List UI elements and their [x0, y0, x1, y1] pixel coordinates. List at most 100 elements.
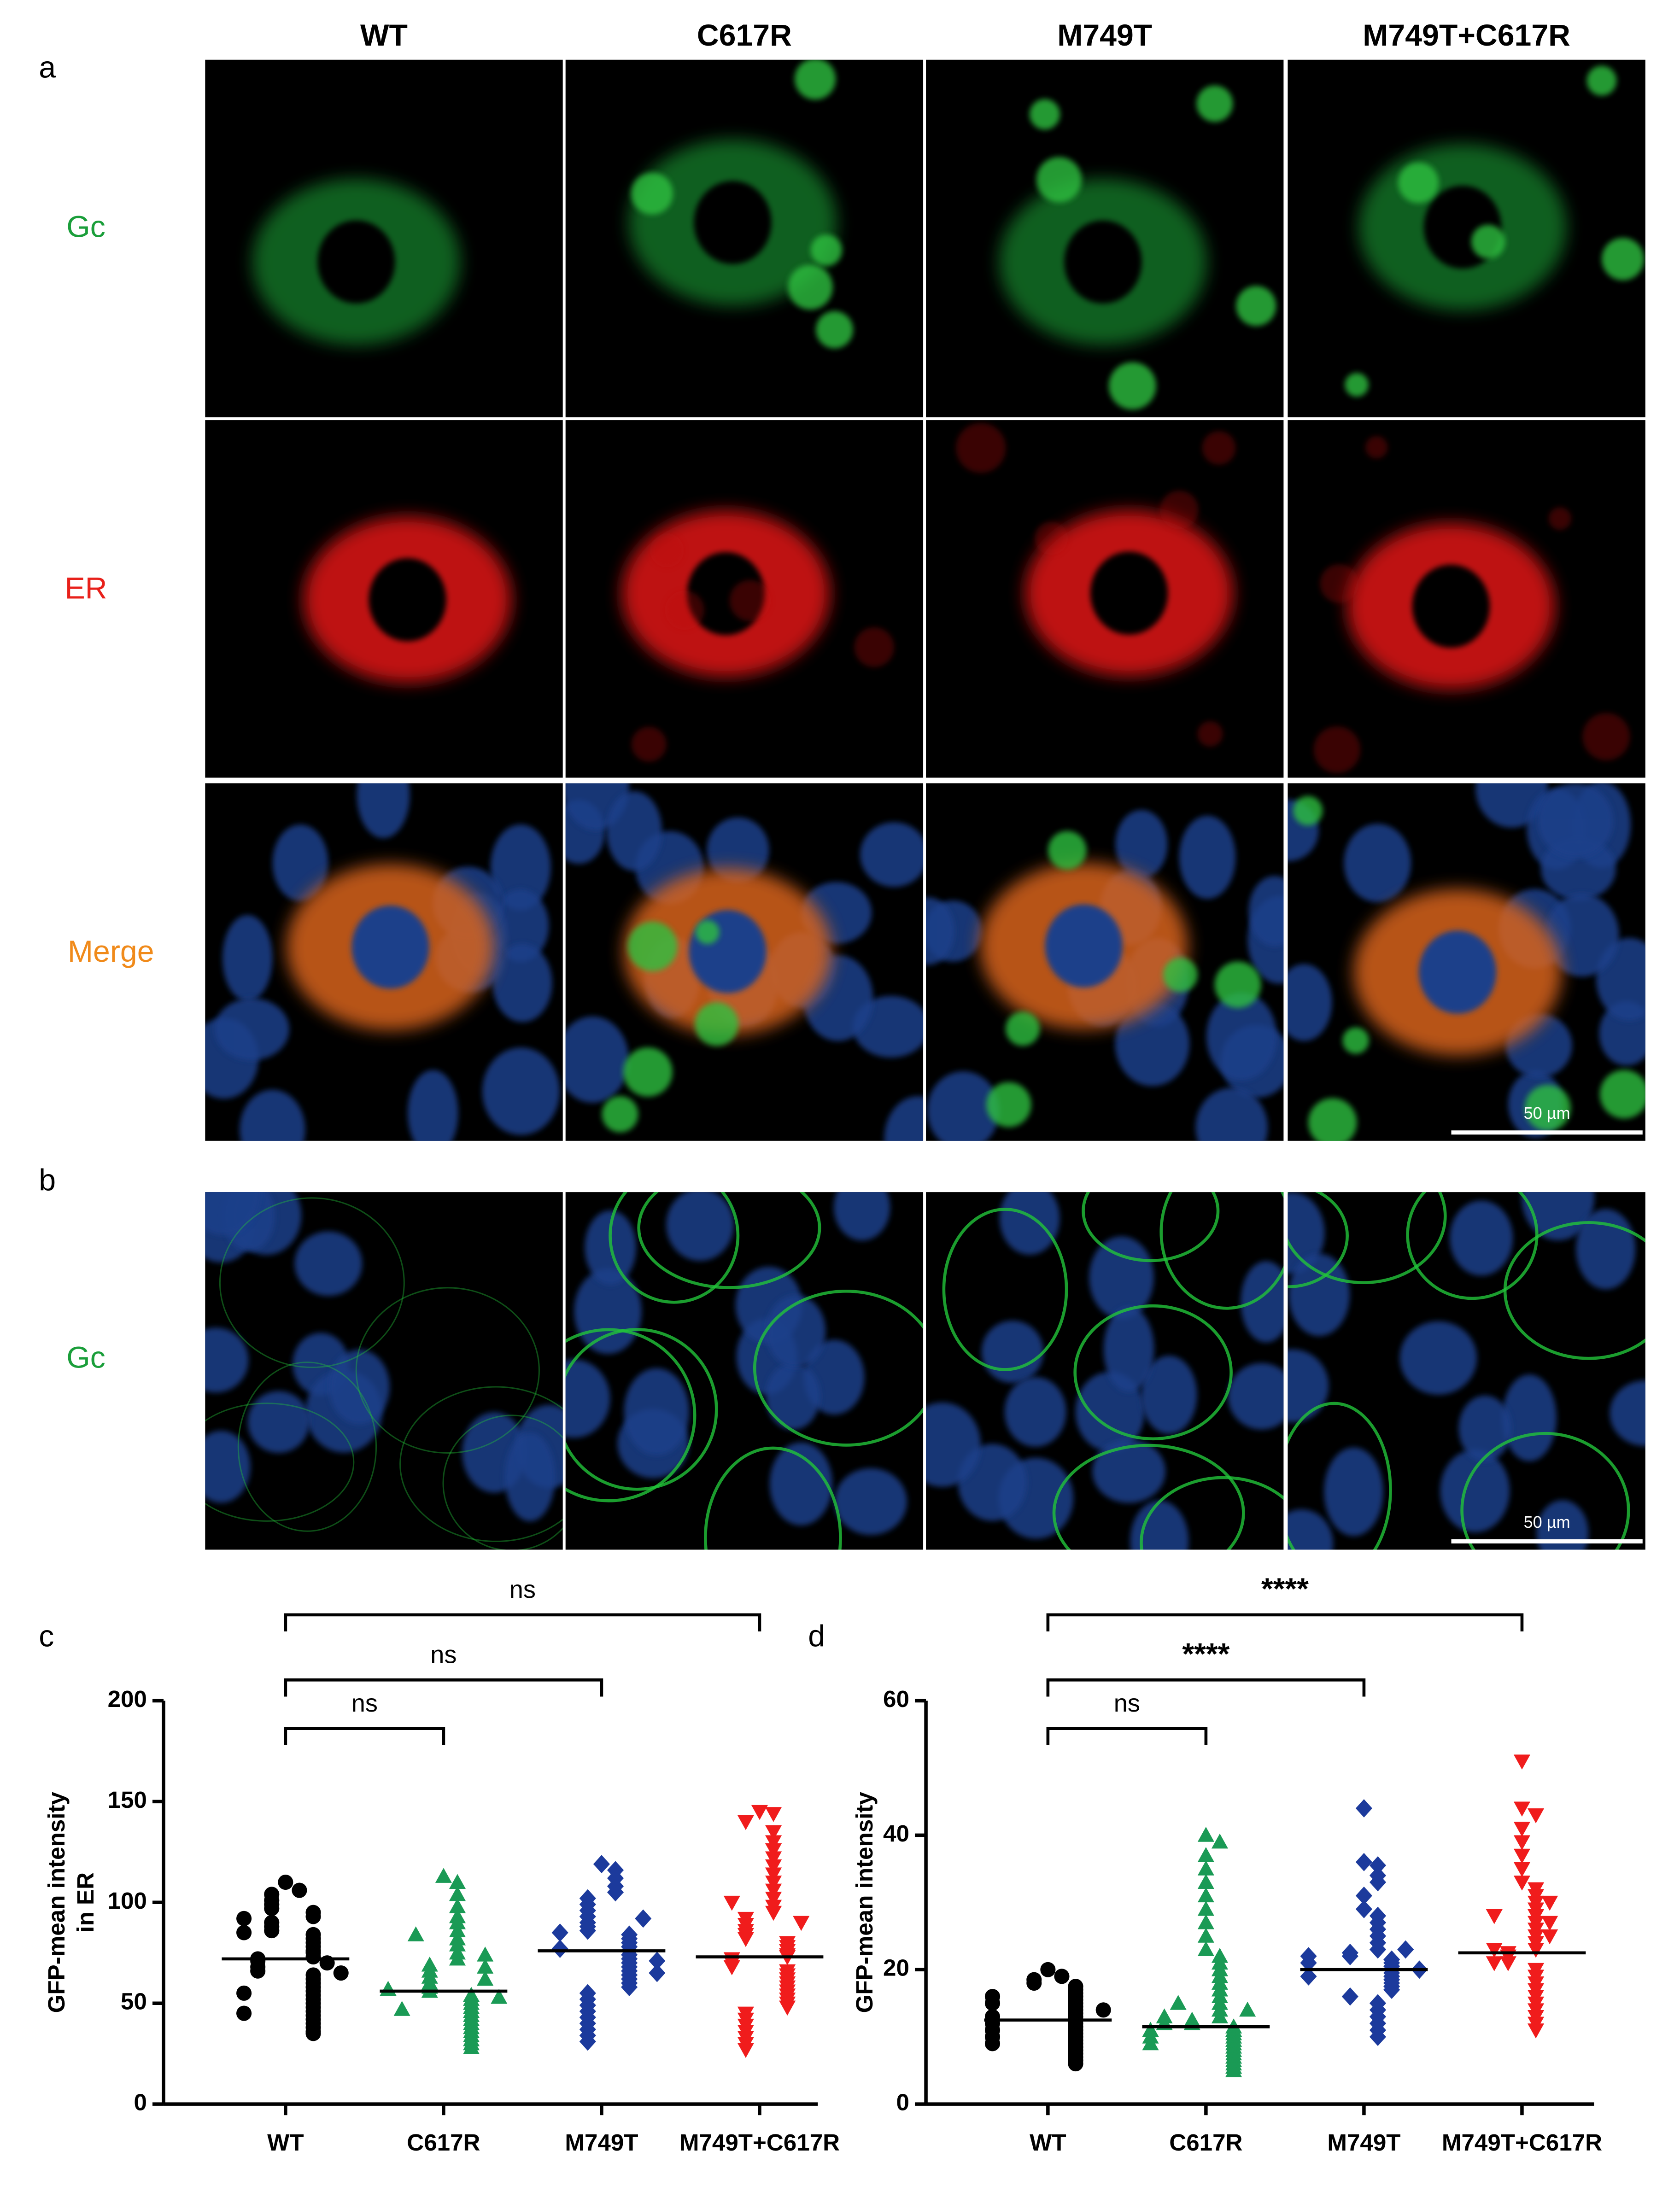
significance-bracket — [1046, 1678, 1366, 1697]
data-point — [765, 1892, 782, 1907]
micrograph — [205, 420, 563, 778]
speckle — [631, 172, 673, 215]
data-point — [765, 1843, 782, 1859]
speckle — [623, 1047, 673, 1097]
data-point — [1197, 1887, 1214, 1903]
speckle — [1163, 958, 1198, 992]
data-point — [1095, 2002, 1111, 2018]
data-point — [765, 1835, 782, 1851]
image-content — [1345, 65, 1645, 397]
nucleus — [1115, 810, 1168, 879]
data-point — [649, 1952, 666, 1970]
data-point — [1499, 1956, 1516, 1971]
membrane — [704, 1446, 842, 1550]
nucleus — [1195, 1087, 1268, 1141]
data-point — [449, 1874, 466, 1889]
micrographs — [205, 59, 1645, 1550]
data-point — [305, 1909, 321, 1924]
micrograph — [1288, 59, 1645, 418]
speckle — [1342, 1027, 1369, 1054]
nucleus — [884, 1096, 924, 1141]
data-point — [1211, 1833, 1229, 1849]
speckle — [986, 1082, 1031, 1128]
data-point — [723, 1895, 740, 1911]
speckle — [602, 1096, 638, 1133]
nucleus — [1458, 1395, 1511, 1461]
nucleus — [926, 897, 954, 965]
speckle — [1586, 65, 1617, 96]
nucleus — [766, 1295, 826, 1368]
speckle — [1308, 1098, 1357, 1141]
image-content — [565, 783, 924, 1141]
speckle — [627, 921, 678, 971]
y-tick-label: 150 — [108, 1787, 147, 1813]
data-point — [1300, 1967, 1317, 1986]
image-content — [621, 510, 894, 762]
data-point — [1197, 1900, 1214, 1916]
data-point — [1026, 1975, 1042, 1991]
micrograph — [1288, 420, 1645, 778]
nucleus — [1399, 1321, 1477, 1395]
image-content — [205, 1192, 563, 1550]
data-point — [1513, 1862, 1531, 1877]
nucleus — [999, 1192, 1060, 1255]
nucleus — [1241, 1261, 1284, 1343]
membrane — [609, 1192, 740, 1304]
data-point — [1513, 1876, 1531, 1891]
membrane — [637, 1192, 821, 1289]
nucleus — [272, 824, 328, 901]
micrograph — [926, 59, 1284, 418]
data-point — [765, 1825, 782, 1841]
nucleus — [490, 824, 551, 911]
nucleus — [294, 1231, 363, 1296]
speckle — [1197, 721, 1223, 747]
nucleus — [492, 944, 552, 1023]
nucleus — [860, 822, 924, 887]
speckle — [1160, 491, 1199, 529]
membrane — [1288, 1192, 1349, 1288]
nucleus — [1545, 894, 1619, 977]
data-point — [765, 1867, 782, 1883]
membrane — [1406, 1192, 1539, 1300]
data-point — [1541, 1929, 1558, 1945]
data-point — [463, 2039, 480, 2054]
nucleus — [1288, 964, 1332, 1041]
significance-bracket — [284, 1613, 761, 1632]
nucleus — [205, 1431, 251, 1503]
data-point — [491, 1989, 508, 2004]
membrane — [565, 1328, 718, 1491]
nucleus — [1092, 1439, 1166, 1503]
x-tick-label: M749T — [1327, 2129, 1400, 2156]
micrograph — [205, 783, 563, 1141]
data-point — [477, 1946, 494, 1962]
data-point — [723, 1960, 740, 1976]
data-point — [264, 1923, 280, 1939]
membrane — [1159, 1192, 1284, 1310]
data-point — [477, 1958, 494, 1974]
data-point — [1528, 1808, 1545, 1824]
y-axis-label: GFP-mean intensity — [851, 1792, 878, 2013]
significance-label: ns — [351, 1689, 378, 1717]
speckle — [631, 726, 667, 762]
nucleus — [769, 1442, 833, 1526]
membrane — [1073, 1304, 1233, 1441]
strip-chart: d GFP-mean intensity 0 20 40 60 WT C617R M749T M7… — [808, 1572, 1602, 2156]
nucleus-dark — [369, 558, 446, 642]
scale-bar-label: 50 µm — [1524, 1104, 1570, 1122]
image-content — [628, 59, 853, 349]
nucleus — [834, 1192, 890, 1241]
data-point — [1528, 2023, 1545, 2039]
speckle — [650, 533, 684, 567]
nucleus — [766, 1363, 820, 1430]
nucleus — [606, 791, 662, 871]
y-axis-label: in ER — [72, 1872, 99, 1933]
nucleus — [624, 1368, 690, 1455]
y-tick-label: 0 — [134, 2089, 147, 2116]
nucleus — [205, 1327, 249, 1393]
nucleus — [1610, 1380, 1645, 1446]
data-point — [264, 1900, 280, 1916]
micrograph — [565, 420, 924, 778]
significance-label: ns — [430, 1641, 457, 1669]
data-point — [449, 1898, 466, 1913]
